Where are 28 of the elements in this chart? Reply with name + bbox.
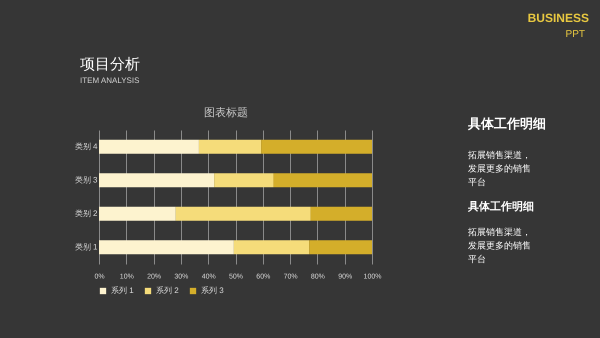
text: 拓展销售渠道，发展更多的销售平台 — [467, 150, 531, 187]
chart-title: 图表标题 — [204, 106, 248, 119]
text: 项目分析 — [80, 56, 140, 73]
y-tick-label: 类别 3 — [74, 175, 98, 184]
bar — [273, 173, 372, 188]
text: ITEM ANALYSIS — [80, 76, 140, 85]
bar — [99, 173, 214, 188]
legend-label: 系列 3 — [201, 286, 224, 295]
bar — [99, 240, 234, 254]
bar — [214, 173, 274, 188]
text: BUSINESS — [528, 11, 589, 25]
bar — [99, 140, 199, 154]
bar — [310, 206, 372, 221]
text: 拓展销售渠道，发展更多的销售平台 — [467, 227, 531, 264]
bar — [234, 240, 310, 254]
text: 具体工作明细 — [467, 200, 534, 213]
bar — [198, 140, 262, 154]
legend-label: 系列 2 — [156, 286, 180, 295]
y-tick-label: 类别 1 — [74, 242, 98, 252]
y-tick-label: 类别 4 — [74, 142, 98, 151]
text: PPT — [566, 29, 585, 40]
bar — [99, 206, 176, 221]
y-tick-label: 类别 2 — [74, 208, 98, 218]
bar — [261, 140, 372, 154]
text: 具体工作明细 — [467, 116, 546, 131]
bar — [176, 206, 311, 221]
bar — [309, 240, 372, 254]
legend-label: 系列 1 — [111, 286, 134, 295]
